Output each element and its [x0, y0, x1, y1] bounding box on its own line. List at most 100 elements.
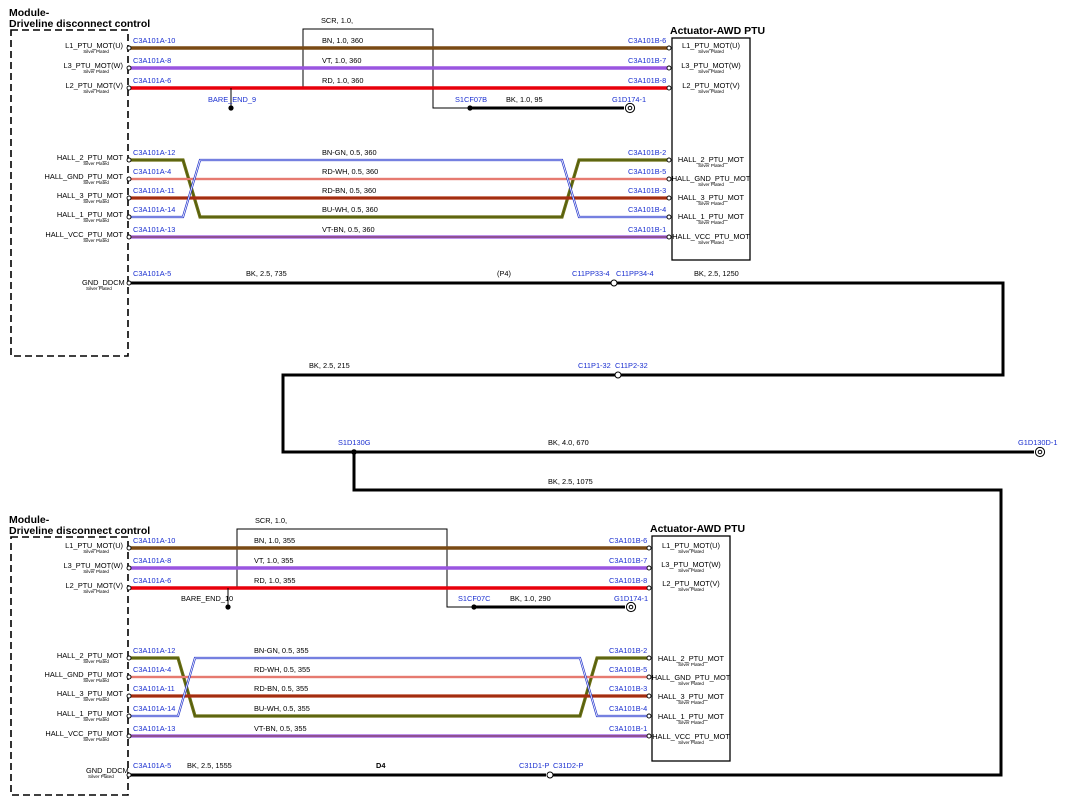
top-module-title-2: Driveline disconnect control — [9, 18, 150, 30]
bottom-left-pin-name: L1_PTU_MOT(U) — [65, 541, 123, 550]
bottom-left-pin-name: HALL_VCC_PTU_MOT — [45, 729, 123, 738]
bottom-gnd-pin-name: GND_DDCM — [86, 766, 129, 775]
top-wire-right-connector: C3A101B-5 — [628, 167, 666, 176]
bottom-right-pin-name: L2_PTU_MOT(V) — [662, 579, 720, 588]
top-right-pin-name: L3_PTU_MOT(W) — [681, 61, 741, 70]
bottom-left-terminal — [126, 674, 132, 680]
top-right-pin-sub: Silver Plated — [698, 201, 724, 206]
bottom-right-pin-sub: Silver Plated — [678, 568, 704, 573]
top-splice-label: S1CF07B — [455, 95, 487, 104]
bottom-wire-4 — [131, 656, 647, 718]
top-splice-dot — [467, 105, 473, 111]
top-left-pin-name: L1_PTU_MOT(U) — [65, 41, 123, 50]
top-left-terminal — [126, 157, 132, 163]
top-module-box — [10, 29, 129, 357]
bottom-right-terminal — [646, 565, 652, 571]
top-gnd-pin-name: GND_DDCM — [82, 278, 125, 287]
bottom-gnd-note: D4 — [376, 761, 386, 770]
bottom-left-pin-name: L2_PTU_MOT(V) — [66, 581, 124, 590]
top-right-pin-name: HALL_1_PTU_MOT — [678, 212, 745, 221]
top-left-pin-name: L3_PTU_MOT(W) — [63, 61, 123, 70]
bottom-wire-left-connector: C3A101A-11 — [133, 684, 175, 693]
top-wire-label: BN-GN, 0.5, 360 — [322, 148, 377, 157]
top-wire-left-connector: C3A101A-11 — [133, 186, 175, 195]
bottom-wire-right-connector: C3A101B-7 — [609, 556, 647, 565]
bottom-wire-label: BN-GN, 0.5, 355 — [254, 646, 309, 655]
bottom-right-terminal — [646, 733, 652, 739]
bottom-shield-label: SCR, 1.0, — [255, 516, 287, 525]
middle-inline-connector-1: C11P1-32 — [578, 361, 611, 370]
bottom-right-pin-sub: Silver Plated — [678, 740, 704, 745]
bottom-left-terminal — [126, 565, 132, 571]
top-right-pin-sub: Silver Plated — [698, 69, 724, 74]
bottom-right-pin-sub: Silver Plated — [678, 662, 704, 667]
top-left-pin-name: HALL_1_PTU_MOT — [57, 210, 124, 219]
top-right-pin-sub: Silver Plated — [698, 240, 724, 245]
top-wire-right-connector: C3A101B-4 — [628, 205, 666, 214]
top-wire-right-connector: C3A101B-6 — [628, 36, 666, 45]
middle-ground-terminal-inner — [1037, 449, 1043, 455]
top-inline-connector-icon — [610, 279, 618, 287]
top-right-terminal — [666, 45, 672, 51]
middle-ground-terminal-icon — [1034, 446, 1046, 458]
top-right-pin-name: L2_PTU_MOT(V) — [682, 81, 740, 90]
bottom-left-terminal — [126, 655, 132, 661]
top-right-pin-name: HALL_2_PTU_MOT — [678, 155, 745, 164]
top-left-pin-sub: Silver Plated — [83, 89, 109, 94]
bottom-wire-left-connector: C3A101A-4 — [133, 665, 171, 674]
bottom-right-terminal — [646, 655, 652, 661]
bottom-right-terminal — [646, 693, 652, 699]
top-left-pin-name: HALL_3_PTU_MOT — [57, 191, 124, 200]
top-ground-terminal-inner — [627, 105, 633, 111]
bottom-left-pin-sub: Silver Plated — [83, 737, 109, 742]
bottom-wires: C3A101A-10 C3A101B-6 BN, 1.0, 355 C3A101A-8… — [131, 536, 647, 738]
bottom-gnd-terminal — [126, 772, 132, 778]
top-wire-label: VT-BN, 0.5, 360 — [322, 225, 375, 234]
bottom-left-pin-name: L3_PTU_MOT(W) — [63, 561, 123, 570]
bottom-right-pin-name: HALL_2_PTU_MOT — [658, 654, 725, 663]
top-wire-7 — [131, 158, 667, 219]
top-right-pin-sub: Silver Plated — [698, 220, 724, 225]
top-left-pin-name: HALL_GND_PTU_MOT — [45, 172, 124, 181]
bottom-right-pin-name: HALL_3_PTU_MOT — [658, 692, 725, 701]
bottom-wire-left-connector: C3A101A-6 — [133, 576, 171, 585]
top-wire-left-connector: C3A101A-12 — [133, 148, 175, 157]
bottom-right-terminal — [646, 674, 652, 680]
top-right-pin-name: HALL_VCC_PTU_MOT — [672, 232, 750, 241]
bottom-wire-left-connector: C3A101A-12 — [133, 646, 175, 655]
bottom-wire-label: VT-BN, 0.5, 355 — [254, 724, 307, 733]
top-left-terminal — [126, 65, 132, 71]
middle-wire-a-label: BK, 2.5, 215 — [309, 361, 350, 370]
bottom-right-terminal — [646, 585, 652, 591]
bottom-right-pin-sub: Silver Plated — [678, 700, 704, 705]
top-wire-right-connector: C3A101B-7 — [628, 56, 666, 65]
bottom-left-terminal — [126, 545, 132, 551]
bottom-gnd-pin-sub: Silver Plated — [88, 774, 114, 779]
bottom-gnd-connector: C3A101A-5 — [133, 761, 171, 770]
top-right-pin-sub: Silver Plated — [698, 182, 724, 187]
top-right-terminal — [666, 195, 672, 201]
top-bare-end-dot — [228, 105, 234, 111]
top-right-terminal — [666, 157, 672, 163]
bottom-bare-end-label: BARE_END_10 — [181, 594, 233, 603]
top-right-pin-name: HALL_GND_PTU_MOT — [672, 174, 751, 183]
top-gnd-pin-sub: Silver Plated — [86, 286, 112, 291]
bottom-left-pin-sub: Silver Plated — [83, 678, 109, 683]
bottom-wire-label: RD-WH, 0.5, 355 — [254, 665, 310, 674]
top-wire-stripe-7 — [131, 159, 667, 218]
top-actuator-box — [671, 37, 751, 261]
bottom-right-pin-sub: Silver Plated — [678, 549, 704, 554]
bottom-left-pin-sub: Silver Plated — [83, 659, 109, 664]
bottom-right-pin-sub: Silver Plated — [678, 720, 704, 725]
bottom-wire-left-connector: C3A101A-14 — [133, 704, 175, 713]
top-left-terminal — [126, 85, 132, 91]
bottom-right-pin-name: L1_PTU_MOT(U) — [662, 541, 720, 550]
bottom-wire-stripe-7 — [131, 657, 647, 717]
bottom-left-terminal — [126, 733, 132, 739]
top-right-terminal — [666, 176, 672, 182]
middle-splice-label: S1D130G — [338, 438, 371, 447]
top-pins: L1_PTU_MOT(U)Silver PlatedL3_PTU_MOT(W)S… — [45, 41, 751, 245]
bottom-right-pin-name: HALL_VCC_PTU_MOT — [652, 732, 730, 741]
bottom-splice-label: S1CF07C — [458, 594, 491, 603]
